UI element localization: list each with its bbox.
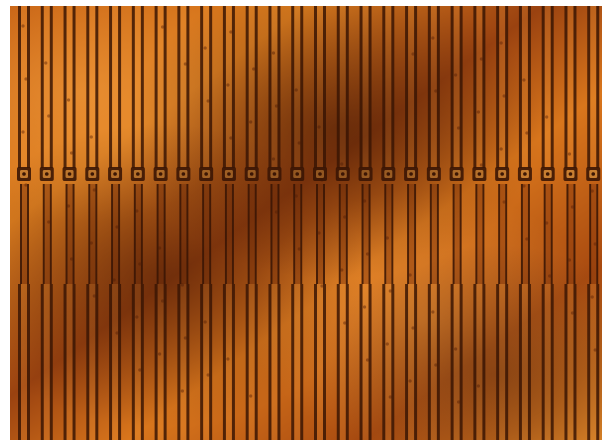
shadow-patch: [10, 6, 602, 440]
circuit-micrograph: [10, 6, 602, 440]
